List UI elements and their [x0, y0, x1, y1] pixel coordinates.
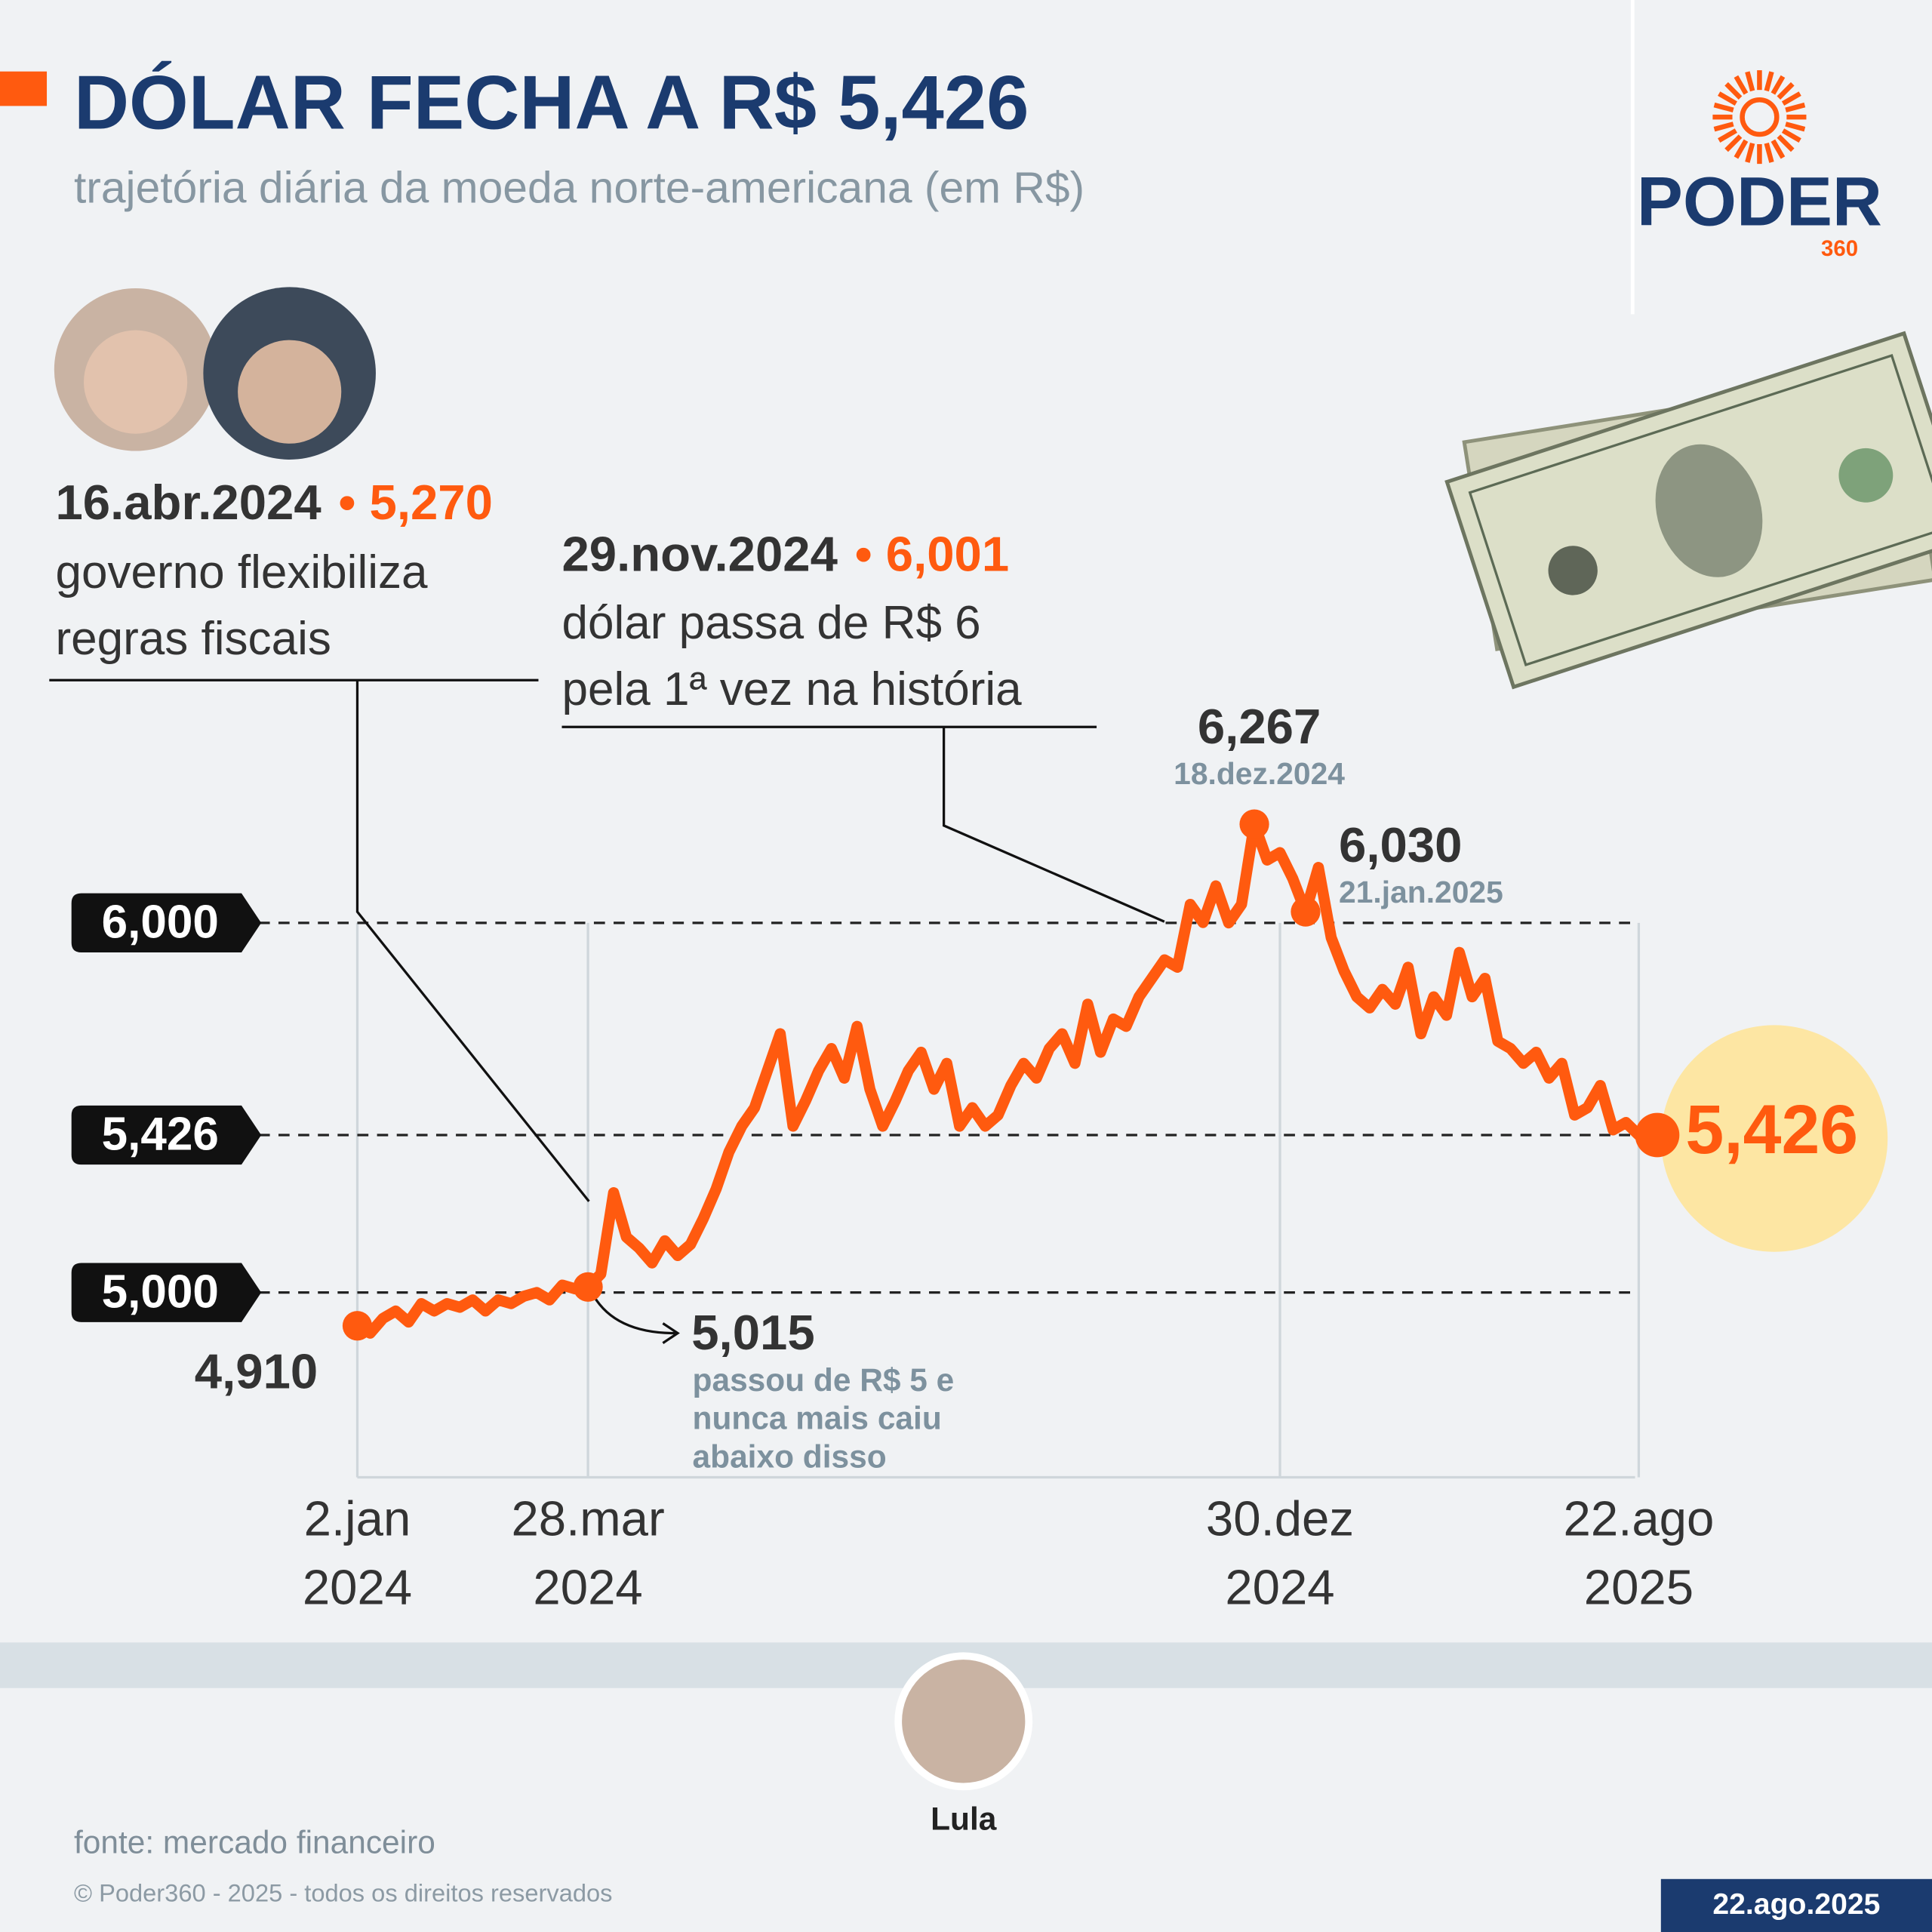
logo-ray: [1777, 82, 1795, 100]
date-label: 18.dez.2024: [1174, 756, 1345, 791]
logo-sun: [1712, 70, 1807, 165]
logo-ray: [1734, 75, 1749, 95]
logo-text: PODER: [1637, 163, 1882, 240]
logo-ray: [1734, 139, 1749, 159]
copyright: © Poder360 - 2025 - todos os direitos re…: [74, 1879, 613, 1907]
photo: [902, 1660, 1026, 1783]
y-tick-box: [71, 1105, 262, 1165]
y-tick-label: 5,426: [102, 1109, 219, 1161]
logo-core: [1740, 97, 1780, 137]
logo-ray: [1713, 122, 1734, 132]
date: 22.ago.2025: [1712, 1888, 1880, 1921]
x-tick-label-box: 30.dez 2024: [1205, 1492, 1355, 1616]
bill-border: [1468, 353, 1932, 666]
data-label: 5,426: [1685, 1091, 1858, 1168]
logo-ray: [1770, 75, 1786, 95]
logo-ray: [1781, 91, 1801, 106]
data-label: 6,030: [1339, 817, 1462, 872]
date-label: 21.jan.2025: [1339, 875, 1503, 909]
bill-seal: [1838, 448, 1894, 503]
annotation-heading: 16.abr.2024 • 5,270: [55, 475, 492, 530]
title-marker: [0, 71, 48, 106]
data-label: 6,267: [1198, 699, 1321, 754]
point: [342, 1311, 373, 1341]
date-box: [1660, 1878, 1932, 1932]
note: abaixo disso: [693, 1438, 887, 1474]
logo-ray: [1777, 134, 1795, 152]
x-tick-label-box: 22.ago 2025: [1563, 1492, 1715, 1616]
x-tick-label-box: 28.mar 2024: [511, 1492, 665, 1616]
photo-face: [238, 340, 342, 444]
x-tick-label: 30.dez 2024: [1205, 1492, 1355, 1616]
bill-seal: [1548, 546, 1598, 595]
logo-ray: [1770, 139, 1786, 159]
logo-ray: [1764, 142, 1774, 163]
point: [1239, 809, 1269, 839]
photo-face: [84, 330, 188, 434]
y-tick-box: [71, 893, 262, 953]
y-tick-label: 6,000: [102, 897, 219, 949]
point: [1291, 897, 1321, 927]
logo-sub: 360: [1821, 236, 1858, 261]
logo-ray: [1781, 128, 1801, 143]
logo-ray: [1745, 71, 1755, 92]
y-tick-box: [71, 1263, 262, 1322]
dollar-bill: [1444, 331, 1932, 690]
bill-portrait: [1655, 444, 1763, 577]
annotation-heading-part: 16.abr.2024: [55, 475, 321, 530]
annotation-text: regras fiscais: [55, 613, 331, 665]
x-tick-label-box: 2.jan 2024: [302, 1492, 413, 1616]
connector: [49, 678, 590, 1202]
connector: [561, 725, 1165, 923]
highlight-circle: [1660, 1025, 1888, 1252]
line: [352, 818, 1644, 1339]
source: fonte: mercado financeiro: [74, 1824, 435, 1860]
logo-ray: [1724, 134, 1743, 152]
logo-ray: [1764, 71, 1774, 92]
point: [573, 1272, 603, 1302]
annotation-text: governo flexibiliza: [55, 546, 428, 598]
logo-ray: [1724, 82, 1743, 100]
logo-ray: [1785, 122, 1806, 132]
person-name: Lula: [931, 1801, 997, 1836]
x-tick-label: 2.jan 2024: [302, 1492, 413, 1616]
annotation-heading-part: 29.nov.2024: [561, 527, 837, 582]
note: passou de R$ 5 e: [693, 1362, 955, 1398]
annotation-heading-part: • 5,270: [339, 475, 493, 530]
x-tick-label: 22.ago 2025: [1563, 1492, 1715, 1616]
chart-subtitle: trajetória diária da moeda norte-america…: [74, 164, 1084, 213]
note-arrow: [592, 1295, 680, 1344]
logo-ray: [1745, 142, 1755, 163]
logo-ray: [1785, 102, 1806, 112]
data-label: 4,910: [195, 1343, 318, 1398]
logo-ray: [1713, 102, 1734, 112]
annotation-text: dólar passa de R$ 6: [561, 597, 980, 649]
annotation-heading-part: • 6,001: [855, 527, 1009, 582]
annotation-text: pela 1ª vez na história: [561, 663, 1022, 715]
logo-ray: [1718, 91, 1737, 106]
x-tick-label: 28.mar 2024: [511, 1492, 665, 1616]
y-tick-label: 5,000: [102, 1266, 219, 1318]
logo-ray: [1718, 128, 1737, 143]
note: nunca mais caiu: [693, 1401, 942, 1436]
data-label: 5,015: [691, 1305, 814, 1360]
point: [1635, 1112, 1680, 1158]
annotation-heading: 29.nov.2024 • 6,001: [561, 527, 1009, 582]
chart-title: DÓLAR FECHA A R$ 5,426: [74, 60, 1029, 145]
